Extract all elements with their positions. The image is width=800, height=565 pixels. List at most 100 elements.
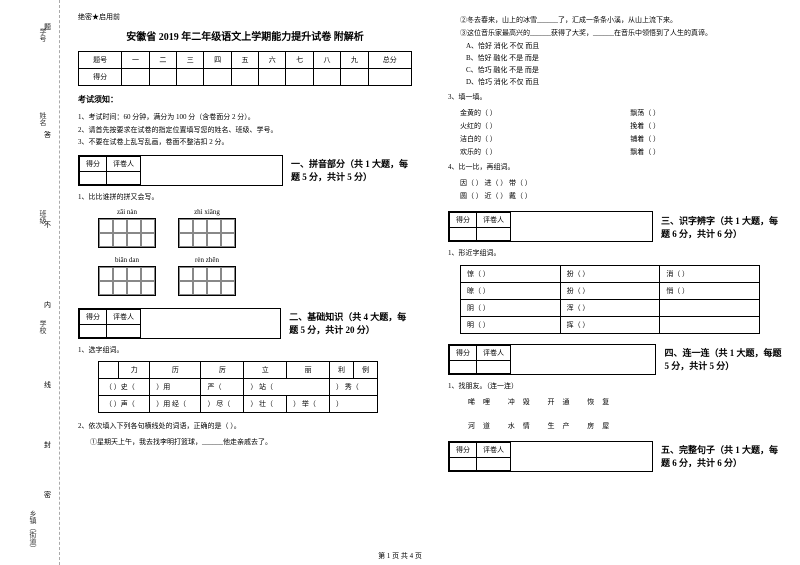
cell: ） 壮（ <box>244 396 287 413</box>
table-row: 阴（ ）浑（ ） <box>461 299 760 316</box>
pinyin-label: rèn zhēn <box>178 256 236 264</box>
cell: 二 <box>149 52 176 69</box>
margin-label-name: 姓名 <box>38 112 48 126</box>
cell <box>660 299 760 316</box>
margin-label-school: 学校 <box>38 320 48 334</box>
cell: 五 <box>231 52 258 69</box>
cell: 评卷人 <box>107 309 141 324</box>
cell: 利 <box>330 362 354 379</box>
cell: （ ）史（ <box>99 379 150 396</box>
grader-box: 得分评卷人 <box>448 344 656 375</box>
table-row: 惊（ ）扮（ ）消（ ） <box>461 265 760 282</box>
fill-pair: 金黄的（ ）飘荡（ ） <box>460 108 660 118</box>
question-1-1: 1、比比谁拼的拼又会写。 <box>78 192 412 203</box>
table-row: （ ）史（ ）用 严（ ） 站（ ） 秀（ <box>99 379 378 396</box>
option-c: C、恰巧 融化 不是 而是 <box>466 65 782 75</box>
cell: ） <box>330 396 378 413</box>
cell: 阴（ ） <box>461 299 561 316</box>
left-column: 绝密★启用前 安徽省 2019 年二年级语文上学期能力提升试卷 附解析 题号 一… <box>60 0 430 565</box>
question-line: ③这位音乐家最高兴的______获得了大奖，______在音乐中领悟到了人生的真… <box>460 28 782 38</box>
cell: 惊（ ） <box>461 265 561 282</box>
part-5-title: 五、完整句子（共 1 大题，每题 6 分，共计 6 分） <box>661 443 782 469</box>
pinyin-block: biǎn dan <box>98 256 156 296</box>
grader-box: 得分评卷人 <box>78 308 281 339</box>
cell: 厉 <box>201 362 244 379</box>
question-2-2: 2、依次填入下列各句横线处的词语，正确的是（ ）。 <box>78 421 412 432</box>
cell <box>660 316 760 333</box>
question-line: ①星期天上午，我去找李明打篮球，______他走亲戚去了。 <box>90 437 412 447</box>
cell: 挥（ ） <box>560 316 660 333</box>
cell: ） 尽（ <box>201 396 244 413</box>
table-row: 得分 <box>79 69 412 86</box>
table-row: 题号 一 二 三 四 五 六 七 八 九 总分 <box>79 52 412 69</box>
pinyin-label: zāi nàn <box>98 208 156 216</box>
cell: 明（ ） <box>461 316 561 333</box>
binding-margin: 学号 姓名 班级 学校 乡镇（街道） 题 答 不 内 线 封 密 <box>0 0 60 565</box>
cell: 得分 <box>80 309 107 324</box>
connect-row: 河道 水情 生产 房屋 <box>468 421 782 431</box>
cell: 扮（ ） <box>560 265 660 282</box>
option-d: D、恰巧 消化 不仅 而且 <box>466 77 782 87</box>
fill-table: 力 历 厉 立 丽 利 例 （ ）史（ ）用 严（ ） 站（ ） 秀（ （ ）声… <box>98 361 378 413</box>
question-3-1: 1、形近字组词。 <box>448 248 782 259</box>
note-line: 1、考试时间：60 分钟，满分为 100 分（含卷面分 2 分）。 <box>78 111 412 124</box>
char-grid <box>178 266 236 296</box>
cell: 得分 <box>79 69 122 86</box>
seal-mark: 封 <box>44 440 51 450</box>
cell: ） 举（ <box>287 396 330 413</box>
cell: 悄（ ） <box>660 282 760 299</box>
cell: 七 <box>286 52 313 69</box>
seal-mark: 线 <box>44 380 51 390</box>
seal-mark: 答 <box>44 130 51 140</box>
question-line: ②冬去春来，山上的冰雪______了，汇成一条条小溪，从山上流下来。 <box>460 15 782 25</box>
seal-mark: 内 <box>44 300 51 310</box>
fill-line: 因（ ） 进（ ） 带（ ） <box>460 178 782 188</box>
table-row: 力 历 厉 立 丽 利 例 <box>99 362 378 379</box>
fill-pair: 洁白的（ ）铺着（ ） <box>460 134 660 144</box>
seal-mark: 题 <box>44 22 51 32</box>
cell: 历 <box>150 362 201 379</box>
table-row: 晾（ ）扮（ ）悄（ ） <box>461 282 760 299</box>
cell: 浑（ ） <box>560 299 660 316</box>
exam-notes: 1、考试时间：60 分钟，满分为 100 分（含卷面分 2 分）。 2、请首先按… <box>78 111 412 149</box>
cell: 得分 <box>450 442 477 457</box>
char-grid <box>98 218 156 248</box>
exam-title: 安徽省 2019 年二年级语文上学期能力提升试卷 附解析 <box>78 28 412 43</box>
grader-box: 得分评卷人 <box>78 155 283 186</box>
right-column: ②冬去春来，山上的冰雪______了，汇成一条条小溪，从山上流下来。 ③这位音乐… <box>430 0 800 565</box>
cell: 丽 <box>287 362 330 379</box>
cell: 力 <box>119 362 150 379</box>
cell: 扮（ ） <box>560 282 660 299</box>
cell: 六 <box>259 52 286 69</box>
cell: 消（ ） <box>660 265 760 282</box>
cell: 例 <box>353 362 377 379</box>
grader-box: 得分评卷人 <box>448 441 653 472</box>
fill-line: 圆（ ） 近（ ） 戴（ ） <box>460 191 782 201</box>
confidential-label: 绝密★启用前 <box>78 12 412 22</box>
cell: ） 站（ <box>244 379 330 396</box>
cell: 严（ <box>201 379 244 396</box>
connect-row: 唏哩 冲毁 开通 恢复 <box>468 397 782 407</box>
char-grid <box>98 266 156 296</box>
cell: 得分 <box>80 156 107 171</box>
cell: 评卷人 <box>477 442 511 457</box>
part-4-title: 四、连一连（共 1 大题，每题 5 分，共计 5 分） <box>664 346 782 372</box>
table-row: （ ）声（ ）用 经（ ） 尽（ ） 壮（ ） 举（ ） <box>99 396 378 413</box>
cell: （ ）声（ <box>99 396 150 413</box>
cell: 总分 <box>368 52 411 69</box>
pinyin-block: zāi nàn <box>98 208 156 248</box>
option-a: A、恰好 消化 不仅 而且 <box>466 41 782 51</box>
margin-label-town: 乡镇（街道） <box>28 510 38 552</box>
cell: 八 <box>313 52 340 69</box>
note-line: 3、不要在试卷上乱写乱画，卷面不整洁扣 2 分。 <box>78 136 412 149</box>
page-footer: 第 1 页 共 4 页 <box>378 551 422 561</box>
grader-box: 得分评卷人 <box>448 211 653 242</box>
char-grid <box>178 218 236 248</box>
seal-mark: 不 <box>44 220 51 230</box>
pinyin-label: biǎn dan <box>98 256 156 264</box>
question-2-1: 1、选字组词。 <box>78 345 412 356</box>
cell: 立 <box>244 362 287 379</box>
cell: 评卷人 <box>107 156 141 171</box>
note-line: 2、请首先按要求在试卷的指定位置填写您的姓名、班级、学号。 <box>78 124 412 137</box>
cell: 评卷人 <box>477 345 511 360</box>
